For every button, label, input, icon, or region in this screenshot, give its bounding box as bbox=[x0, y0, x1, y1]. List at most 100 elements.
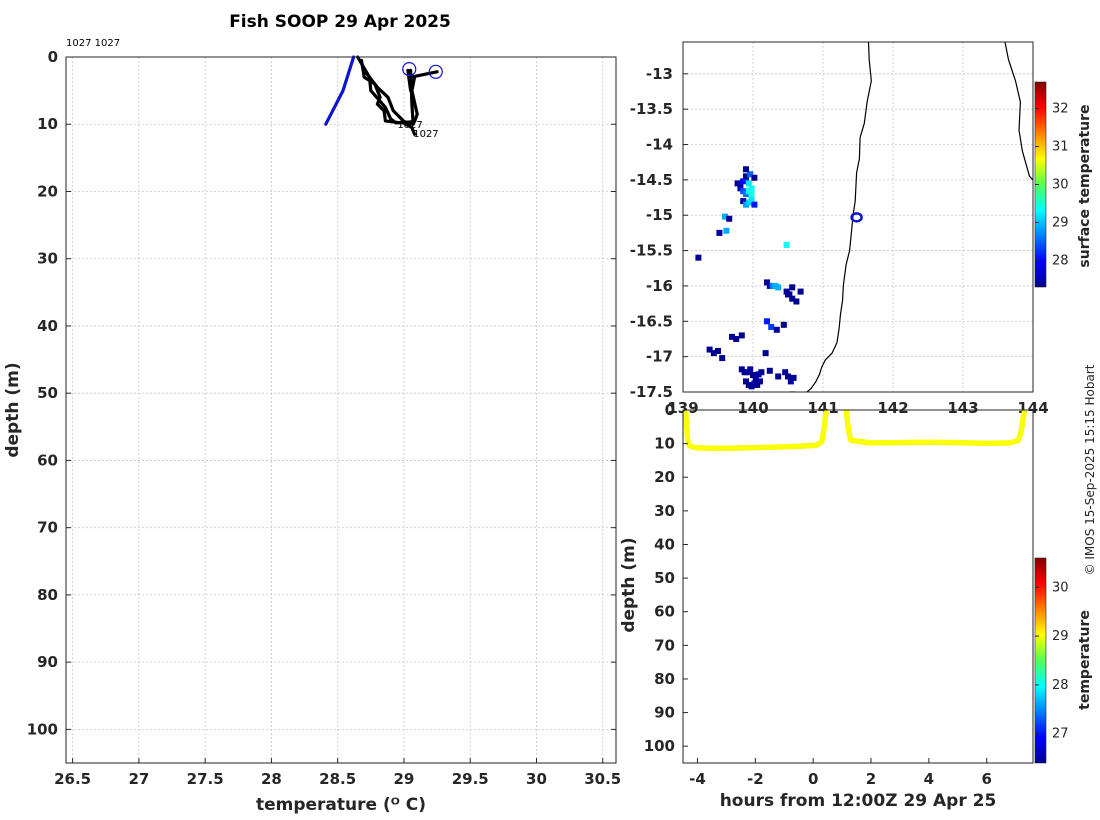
surface-temperature-colorbar-tick-label: 29 bbox=[1052, 215, 1069, 230]
timeseries-y-tick-label: 0 bbox=[665, 401, 675, 419]
profile-x-tick-label: 28 bbox=[261, 770, 282, 788]
temperature-colorbar-tick-label: 28 bbox=[1052, 678, 1069, 693]
profile-annotation: 1027 bbox=[397, 120, 422, 131]
timeseries-x-axis-label: hours from 12:00Z 29 Apr 25 bbox=[720, 791, 997, 811]
map-sst-cell bbox=[782, 369, 789, 376]
timeseries-y-tick-label: 30 bbox=[654, 502, 675, 520]
profile-tick-labels: 26.5 27 27.5 28 28.5 29 29.5 30 30.5 0 10 20 30 40 50 6… bbox=[27, 48, 622, 788]
map-x-tick-label: 143 bbox=[947, 399, 978, 417]
map-sst-cell bbox=[768, 323, 775, 330]
map-sst-cell bbox=[780, 321, 787, 328]
map-sst-cell bbox=[716, 229, 723, 236]
profile-x-tick-label: 29.5 bbox=[452, 770, 489, 788]
profile-y-tick-label: 20 bbox=[37, 182, 58, 200]
map-sst-cell bbox=[789, 284, 796, 291]
timeseries-y-tick-label: 90 bbox=[654, 704, 675, 722]
map-sst-cell bbox=[723, 227, 730, 234]
map-x-tick-label: 139 bbox=[667, 399, 698, 417]
profile-y-tick-label: 100 bbox=[27, 720, 58, 738]
map-sst-cell bbox=[797, 288, 804, 295]
map-sst-cell bbox=[733, 335, 740, 342]
timeseries-y-tick-label: 60 bbox=[654, 603, 675, 621]
map-sst-cell bbox=[789, 295, 796, 302]
map-sst-cell bbox=[748, 196, 755, 203]
temperature-colorbar-label: temperature bbox=[1077, 610, 1093, 710]
timeseries-x-tick-label: 0 bbox=[808, 770, 818, 788]
profile-y-tick-label: 50 bbox=[37, 384, 58, 402]
map-sst-cell bbox=[726, 215, 733, 222]
map-sst-cell bbox=[747, 366, 754, 373]
map-sst-cell bbox=[764, 279, 770, 286]
temperature-colorbar-tick-label: 29 bbox=[1052, 629, 1069, 644]
profile-y-tick-label: 30 bbox=[37, 250, 58, 268]
map-sst-cell bbox=[790, 374, 797, 381]
profile-line-2 bbox=[362, 68, 415, 126]
timeseries-x-tick-label: 4 bbox=[924, 770, 934, 788]
map-sst-cell bbox=[751, 201, 758, 208]
map-sst-cell bbox=[773, 326, 780, 333]
map-sst-cell bbox=[762, 350, 769, 357]
profile-line-0 bbox=[324, 55, 356, 126]
timeseries-segment-1 bbox=[843, 408, 1028, 447]
map-sst-cell bbox=[766, 367, 773, 374]
map-y-tick-label: -15 bbox=[646, 206, 673, 224]
timeseries-y-tick-label: 20 bbox=[654, 468, 675, 486]
map-y-tick-label: -17 bbox=[646, 348, 673, 366]
profile-gridlines bbox=[66, 56, 616, 763]
profile-y-tick-label: 90 bbox=[37, 653, 58, 671]
map-position-marker bbox=[850, 212, 863, 223]
surface-temperature-colorbar-label: surface temperature bbox=[1077, 104, 1093, 267]
timeseries-segment-0 bbox=[683, 408, 829, 452]
profile-y-tick-label: 40 bbox=[37, 317, 58, 335]
map-sst-cell bbox=[747, 171, 754, 178]
profile-top-label: 1027 1027 bbox=[66, 38, 120, 49]
surface-temperature-colorbar-tick-label: 31 bbox=[1052, 140, 1069, 155]
profile-marker bbox=[402, 62, 417, 77]
map-sst-cell bbox=[751, 174, 758, 181]
map-y-tick-label: -15.5 bbox=[630, 242, 673, 260]
timeseries-y-tick-label: 70 bbox=[654, 636, 675, 654]
map-sst-cells bbox=[695, 166, 804, 390]
profile-line-3 bbox=[356, 55, 417, 136]
timeseries-x-tick-label: -2 bbox=[747, 770, 764, 788]
map-sst-cell bbox=[758, 369, 765, 376]
timeseries-x-tick-label: 2 bbox=[866, 770, 876, 788]
profile-y-tick-label: 60 bbox=[37, 451, 58, 469]
profile-y-tick-label: 80 bbox=[37, 586, 58, 604]
profile-axes-frame bbox=[65, 56, 617, 764]
map-sst-cell bbox=[743, 166, 749, 173]
map-sst-cell bbox=[745, 180, 752, 187]
map-sst-cell bbox=[752, 374, 759, 381]
profile-marker bbox=[428, 64, 443, 79]
map-sst-cell bbox=[783, 241, 790, 248]
surface-temperature-colorbar-tick-label: 28 bbox=[1052, 253, 1069, 268]
timeseries-points bbox=[683, 408, 1028, 452]
timeseries-y-axis-label: depth (m) bbox=[619, 537, 639, 632]
profile-x-tick-label: 27.5 bbox=[187, 770, 224, 788]
timeseries-axes-frame bbox=[682, 409, 1034, 764]
profile-y-tick-label: 0 bbox=[48, 48, 58, 66]
map-axes-frame bbox=[682, 41, 1034, 393]
profile-x-axis-label: temperature (ᴼ C) bbox=[256, 795, 426, 815]
profile-x-tick-label: 26.5 bbox=[54, 770, 91, 788]
temperature-colorbar-tick-label: 27 bbox=[1052, 727, 1069, 742]
timeseries-y-tick-label: 10 bbox=[654, 435, 675, 453]
map-y-tick-label: -13 bbox=[646, 65, 673, 83]
map-x-tick-label: 140 bbox=[737, 399, 768, 417]
map-sst-cell bbox=[748, 191, 755, 198]
profile-line-5 bbox=[409, 70, 439, 79]
temperature-colorbar-ticks: 27 28 29 30 bbox=[1035, 580, 1069, 742]
map-sst-cell bbox=[775, 284, 782, 291]
map-sst-cell bbox=[715, 347, 721, 354]
map-tick-labels: 139 140 141 142 143 144-13-13.5-14-14.5-15-15… bbox=[630, 65, 1049, 417]
map-x-tick-label: 141 bbox=[807, 399, 838, 417]
surface-temperature-colorbar-tick-label: 30 bbox=[1052, 178, 1069, 193]
profile-x-tick-label: 30.5 bbox=[584, 770, 621, 788]
map-sst-cell bbox=[719, 355, 726, 362]
profile-x-tick-label: 27 bbox=[128, 770, 149, 788]
map-sst-cell bbox=[695, 254, 702, 261]
